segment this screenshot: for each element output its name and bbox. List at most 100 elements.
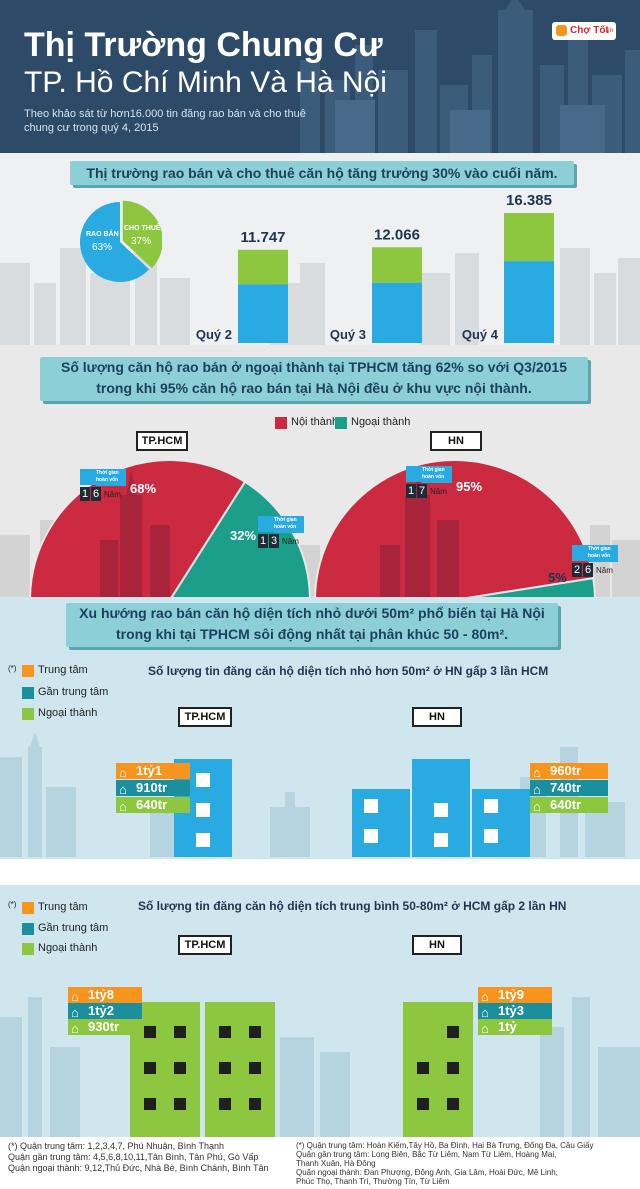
house-icon: ⌂	[71, 1005, 79, 1020]
clock-icon	[406, 466, 422, 482]
pie-sell-label: RAO BÁN	[86, 231, 119, 238]
window	[249, 1098, 261, 1110]
payback-label-a: Thời gian	[274, 517, 297, 523]
bar-sell	[238, 284, 288, 343]
payback-label-b: hoàn vốn	[274, 524, 297, 530]
window	[364, 829, 378, 843]
page-subtitle: TP. Hồ Chí Minh Và Hà Nội	[24, 66, 387, 99]
legend-center-swatch	[22, 665, 34, 677]
price-value: 930tr	[88, 1019, 120, 1034]
year-unit: Năm	[430, 487, 447, 496]
description-line1: Theo khảo sát từ hơn16.000 tin đăng rao …	[24, 108, 306, 120]
footer-note: Quận gần trung tâm: 4,5,6,8,10,11,Tân Bì…	[8, 1152, 259, 1162]
bar-value-label: 12.066	[374, 226, 420, 243]
price-value: 1tỷ9	[498, 987, 525, 1002]
payback-label-a: Thời gian	[422, 467, 445, 473]
section3-divider	[0, 859, 640, 885]
footer-note: Quận ngoại thành: 9,12,Thủ Đức, Nhà Bè, …	[8, 1163, 269, 1173]
price-small-hcm-near: ⌂ 910tr	[116, 780, 190, 797]
pie-rent-label: CHO THUÊ	[124, 225, 161, 232]
medium-city-hcm: TP.HCM	[178, 935, 232, 955]
house-icon: ⌂	[533, 799, 541, 814]
house-icon: ⌂	[71, 1021, 79, 1036]
footer-note: Phúc Thọ, Thanh Trì, Thường Tín, Từ Liêm	[296, 1177, 450, 1186]
footer-note: Quận ngoại thành: Đan Phượng, Đông Anh, …	[296, 1168, 558, 1177]
pie-slice-sell	[80, 202, 150, 282]
section-district: Số lượng căn hộ rao bán ở ngoại thành tạ…	[0, 345, 640, 597]
window	[447, 1026, 459, 1038]
price-value: 640tr	[550, 797, 582, 812]
window	[417, 1098, 429, 1110]
building-small-hn-2	[412, 759, 470, 857]
payback-label-b: hoàn vốn	[588, 553, 611, 559]
year-digit: 3	[269, 534, 279, 548]
legend-near-swatch	[22, 687, 34, 699]
price-medium-hcm-center: ⌂ 1tỷ8	[68, 987, 142, 1004]
building-small-hn-3	[472, 789, 530, 857]
clock-icon	[572, 545, 588, 561]
clock-icon	[258, 516, 274, 532]
window	[144, 1062, 156, 1074]
window	[174, 1062, 186, 1074]
window	[434, 833, 448, 847]
district-half-pies	[29, 459, 596, 597]
window	[219, 1098, 231, 1110]
window	[196, 833, 210, 847]
legend-suburb-label: Ngoại thành	[38, 942, 98, 954]
year-digit: 2	[572, 563, 582, 577]
payback-label-a: Thời gian	[96, 470, 119, 476]
bar-sell	[372, 282, 422, 343]
window	[219, 1026, 231, 1038]
section3-banner-line2: trong khi tại TPHCM sôi động nhất tại ph…	[115, 626, 509, 642]
window	[196, 773, 210, 787]
window	[174, 1026, 186, 1038]
bar-rent	[372, 247, 422, 283]
year-digit: 1	[258, 534, 268, 548]
house-icon: ⌂	[481, 989, 489, 1004]
footer-note: (*) Quận trung tâm: 1,2,3,4,7, Phú Nhuận…	[8, 1141, 224, 1151]
price-small-hcm-suburb: ⌂ 640tr	[116, 797, 190, 814]
payback-label-b: hoàn vốn	[422, 474, 445, 480]
price-small-hn-center: ⌂ 960tr	[530, 763, 608, 780]
footer-hn-notes: (*) Quận trung tâm: Hoàn Kiếm,Tây Hồ, Ba…	[296, 1141, 636, 1186]
footer-hcm-notes: (*) Quận trung tâm: 1,2,3,4,7, Phú Nhuận…	[8, 1141, 269, 1174]
price-value: 1tỷ2	[88, 1003, 115, 1018]
window	[447, 1062, 459, 1074]
bar-category-label: Quý 4	[462, 327, 499, 342]
page-title: Thị Trường Chung Cư	[24, 26, 383, 64]
legend-suburb-swatch	[22, 708, 34, 720]
price-medium-hcm-near: ⌂ 1tỷ2	[68, 1003, 142, 1020]
price-value: 640tr	[136, 797, 168, 812]
section3-banner-line1: Xu hướng rao bán căn hộ diện tích nhỏ dư…	[79, 605, 545, 621]
price-value: 1tỷ8	[88, 987, 115, 1002]
price-value: 910tr	[136, 780, 168, 795]
small-city-hcm: TP.HCM	[178, 707, 232, 727]
price-value: 960tr	[550, 763, 582, 778]
footer: (*) Quận trung tâm: 1,2,3,4,7, Phú Nhuận…	[0, 1137, 640, 1189]
footer-note: (*) Quận trung tâm: Hoàn Kiếm,Tây Hồ, Ba…	[296, 1141, 594, 1150]
section1-banner: Thị trường rao bán và cho thuê căn hộ tă…	[70, 161, 574, 185]
year-digit: 1	[80, 487, 90, 501]
bar-category-label: Quý 3	[330, 327, 366, 342]
footer-note: Quận gần trung tâm: Long Biên, Bắc Từ Li…	[296, 1150, 557, 1159]
window	[249, 1026, 261, 1038]
house-icon: ⌂	[533, 765, 541, 780]
year-unit: Năm	[104, 490, 121, 499]
window	[484, 829, 498, 843]
year-unit: Năm	[282, 537, 299, 546]
section2-banner-line2: trong khi 95% căn hộ rao bán tại Hà Nội …	[96, 380, 532, 396]
logo[interactable]: Chợ Tốt .vn	[552, 22, 616, 40]
logo-text: Chợ Tốt	[570, 25, 609, 36]
year-digit: 6	[91, 487, 101, 501]
section-growth: Thị trường rao bán và cho thuê căn hộ tă…	[0, 153, 640, 345]
small-city-hn: HN	[412, 707, 462, 727]
section2-banner-line1: Số lượng căn hộ rao bán ở ngoại thành tạ…	[61, 359, 567, 375]
price-small-hn-near: ⌂ 740tr	[530, 780, 608, 797]
pie-slice-rent	[122, 200, 162, 269]
window	[417, 1062, 429, 1074]
header: Thị Trường Chung Cư TP. Hồ Chí Minh Và H…	[0, 0, 640, 153]
house-icon: ⌂	[119, 799, 127, 814]
legend-star: (*)	[8, 664, 17, 673]
bar-sell	[504, 261, 554, 343]
logo-suffix: .vn	[605, 28, 614, 34]
